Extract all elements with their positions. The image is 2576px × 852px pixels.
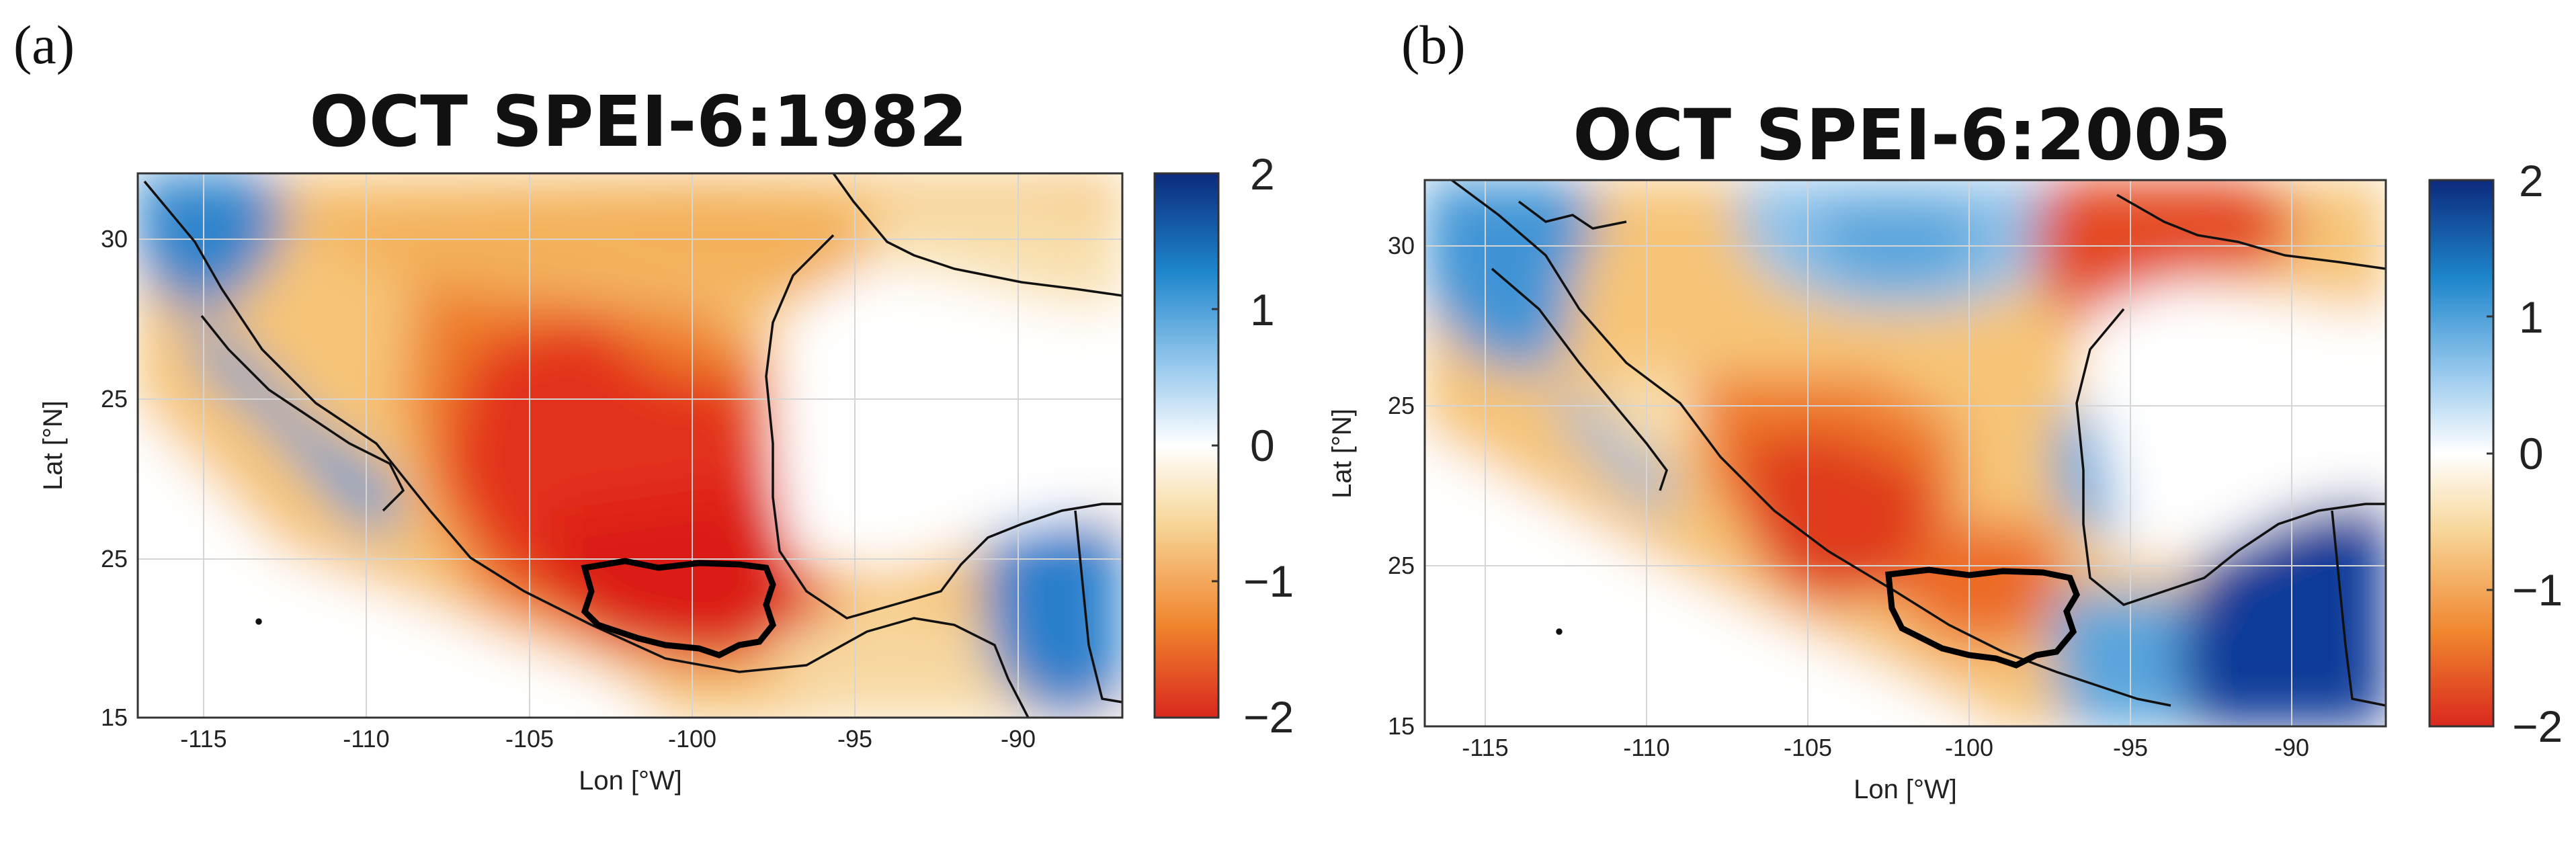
panel-a-colorbar-ticks <box>1212 172 1218 719</box>
panel-b-ytick: 15 <box>1388 712 1415 740</box>
panel-a-pacific <box>138 403 672 718</box>
panel-a-frame <box>136 172 1124 719</box>
panel-b-ylabel: Lat [°N] <box>1327 409 1357 499</box>
panel-b-colorbar-labels: 2 1 0 −1 −2 <box>2512 156 2563 751</box>
panel-a-study-region <box>581 558 777 658</box>
panel-a-cb-label: 1 <box>1250 285 1275 335</box>
panel-b-xlabel: Lon [°W] <box>1854 775 1957 804</box>
panel-a-ytick: 15 <box>101 704 128 731</box>
panel-b-field <box>1425 180 2386 726</box>
panel-b-x-ticks: -115 -110 -105 -100 -95 -90 <box>1462 734 2309 761</box>
panel-a-colorbar <box>1153 172 1220 719</box>
panel-b-pacific <box>1425 430 2003 726</box>
panel-b-gulf <box>2083 282 2386 558</box>
panel-a-northeast-light <box>874 202 1122 309</box>
panel-b-ytick: 30 <box>1388 232 1415 259</box>
panel-b-xtick: -110 <box>1623 734 1669 761</box>
panel-b-xtick: -105 <box>1784 734 1832 761</box>
panel-b-xtick: -100 <box>1945 734 1993 761</box>
panel-a-y-ticks: 30 25 25 15 <box>101 225 128 731</box>
panel-a-north-dry <box>282 188 907 296</box>
panel-a-xtick: -110 <box>343 725 389 753</box>
panel-a-title: OCT SPEI-6:1982 <box>309 81 968 163</box>
panel-b-study-region <box>1885 566 2081 669</box>
panel-b-ytick: 25 <box>1388 552 1415 579</box>
panel-b-colorbar <box>2428 179 2495 728</box>
panel-a-core-dry2 <box>551 484 806 665</box>
panel-a-isthmus <box>773 605 1048 718</box>
panel-b-cb-label: 2 <box>2519 156 2544 206</box>
panel-a-xtick: -90 <box>1001 725 1036 753</box>
panel-a-cb-label: 2 <box>1250 149 1275 199</box>
panel-b-coastline <box>1450 180 2386 707</box>
panel-a-xtick: -115 <box>180 725 226 753</box>
panel-b-cb-label: 1 <box>2519 292 2544 342</box>
panel-b-yucatan-wet <box>2177 497 2386 726</box>
panel-a-x-ticks: -115 -110 -105 -100 -95 -90 <box>180 725 1036 753</box>
panel-b: -115 -110 -105 -100 -95 -90 30 25 25 15 … <box>1327 156 2563 804</box>
panel-a-yucatan-wet <box>981 517 1122 718</box>
panel-a-colorbar-labels: 2 1 0 −1 −2 <box>1243 149 1294 742</box>
panel-a-xlabel: Lon [°W] <box>579 766 682 796</box>
panel-a-ytick: 30 <box>101 225 128 253</box>
panel-a-baja-wet <box>188 316 403 538</box>
panel-b-label: (b) <box>1401 14 1466 75</box>
panel-a-cb-label: 0 <box>1250 421 1275 470</box>
panel-b-isthmus-wet <box>2050 591 2218 726</box>
panel-a-field <box>138 173 1122 718</box>
panel-a-cb-label: −2 <box>1243 692 1294 742</box>
panel-a-coastline <box>143 173 1122 718</box>
panel-b-west-core <box>1734 430 1949 605</box>
panel-b-colorbar-ticks <box>2487 179 2493 728</box>
panel-b-xtick: -115 <box>1462 734 1508 761</box>
panel-a-nw-wet <box>138 173 289 316</box>
panel-b-nw-wet <box>1425 180 1599 376</box>
panel-a-cb-label: −1 <box>1243 556 1294 606</box>
panel-b-xtick: -90 <box>2274 734 2309 761</box>
panel-a-xtick: -105 <box>505 725 554 753</box>
panel-a-gridlines <box>138 173 1122 718</box>
panel-a-ytick: 25 <box>101 385 128 413</box>
panel-b-ne-dry <box>2030 180 2305 349</box>
panel-a-ylabel: Lat [°N] <box>38 400 68 491</box>
panel-a-label: (a) <box>13 14 75 75</box>
panel-b-y-ticks: 30 25 25 15 <box>1388 232 1415 740</box>
panel-a-xtick: -95 <box>837 725 872 753</box>
panel-b-cb-label: −1 <box>2512 565 2563 615</box>
panel-b-frame <box>1423 179 2387 728</box>
panel-a-ytick: 25 <box>101 545 128 572</box>
panel-b-cb-label: −2 <box>2512 701 2563 751</box>
panel-b-xtick: -95 <box>2113 734 2148 761</box>
panel-b-cb-label: 0 <box>2519 429 2544 478</box>
panel-a: -115 -110 -105 -100 -95 -90 30 25 25 15 … <box>38 149 1294 796</box>
panel-a-gulf <box>780 262 1122 564</box>
panel-b-gridlines <box>1425 180 2386 726</box>
panel-b-title: OCT SPEI-6:2005 <box>1573 94 2231 176</box>
panel-a-xtick: -100 <box>668 725 716 753</box>
panel-b-ytick: 25 <box>1388 392 1415 419</box>
panel-b-south-dry <box>1895 524 2070 645</box>
